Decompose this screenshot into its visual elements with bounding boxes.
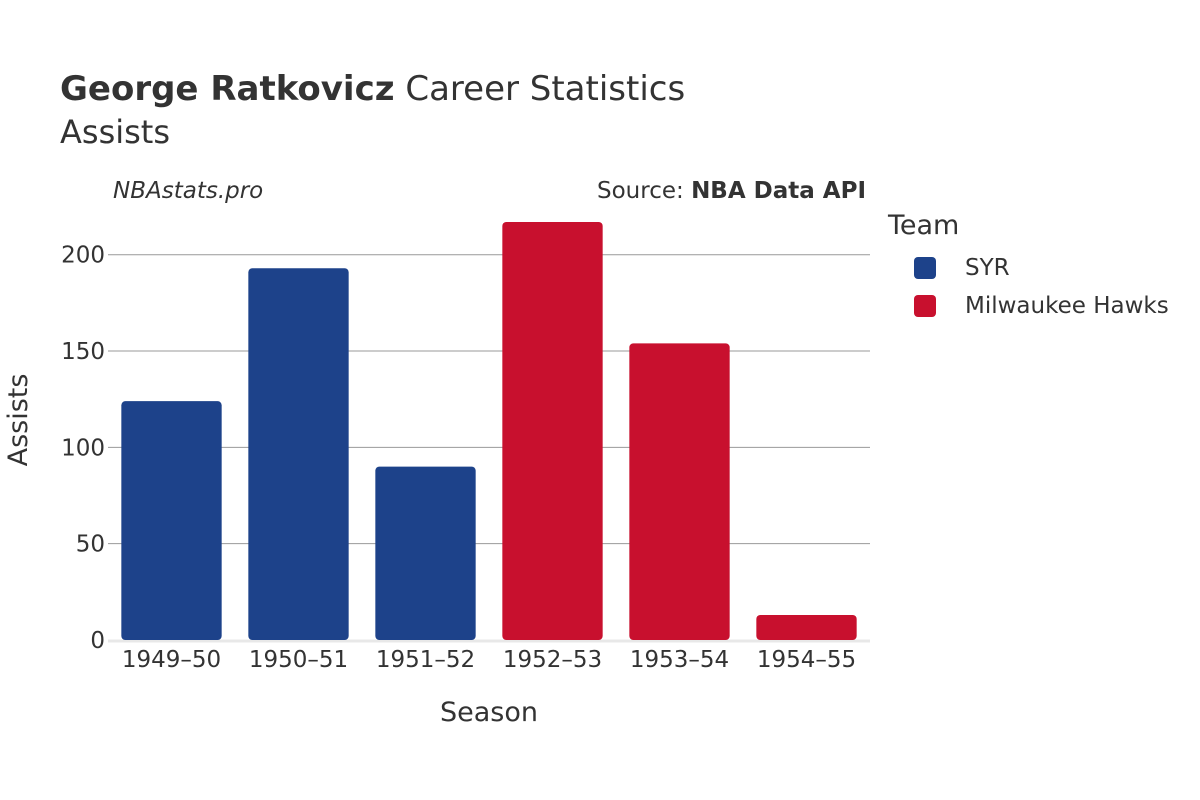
watermark: NBAstats.pro	[113, 178, 264, 204]
x-tick-label: 1953–54	[630, 647, 729, 673]
legend-item[interactable]: Milwaukee Hawks	[888, 287, 1169, 325]
source-credit: Source: NBA Data API	[597, 178, 866, 204]
title-suffix: Career Statistics	[394, 69, 686, 109]
bar-1952–53	[502, 222, 603, 640]
bar-1949–50	[121, 401, 222, 640]
chart-title: George Ratkovicz Career Statistics	[60, 68, 685, 110]
bar-1951–52	[375, 466, 476, 640]
y-tick-label: 0	[90, 628, 105, 654]
y-tick-label: 150	[61, 339, 105, 365]
grid-lines	[108, 254, 870, 643]
y-axis-title: Assists	[3, 374, 34, 467]
y-tick-labels: 0 50 100 150 200	[61, 243, 105, 654]
legend-title: Team	[888, 210, 960, 241]
legend-swatch	[914, 257, 936, 279]
y-tick-label: 200	[61, 243, 105, 269]
x-tick-labels: 1949–50 1950–51 1951–52 1952–53 1953–54 1954–…	[122, 647, 856, 673]
source-prefix: Source:	[597, 178, 692, 204]
y-tick-label: 100	[61, 435, 105, 461]
bar-1954–55	[756, 614, 857, 640]
x-tick-label: 1949–50	[122, 647, 221, 673]
bar-1950–51	[248, 268, 349, 640]
x-axis-title: Season	[440, 697, 538, 728]
x-tick-label: 1951–52	[376, 647, 475, 673]
bar-1953–54	[629, 343, 730, 640]
legend-label: SYR	[965, 255, 1010, 281]
legend-swatch	[914, 295, 936, 317]
title-player-name: George Ratkovicz	[60, 69, 395, 109]
legend-label: Milwaukee Hawks	[965, 293, 1169, 319]
legend-item[interactable]: SYR	[888, 249, 1169, 287]
x-tick-label: 1950–51	[249, 647, 348, 673]
legend: Team SYR Milwaukee Hawks	[888, 210, 1169, 325]
y-tick-label: 50	[76, 532, 105, 558]
bars	[121, 222, 857, 640]
x-tick-label: 1954–55	[757, 647, 856, 673]
source-name: NBA Data API	[691, 178, 866, 204]
chart-subtitle: Assists	[60, 113, 171, 151]
legend-items: SYR Milwaukee Hawks	[888, 249, 1169, 325]
x-tick-label: 1952–53	[503, 647, 602, 673]
